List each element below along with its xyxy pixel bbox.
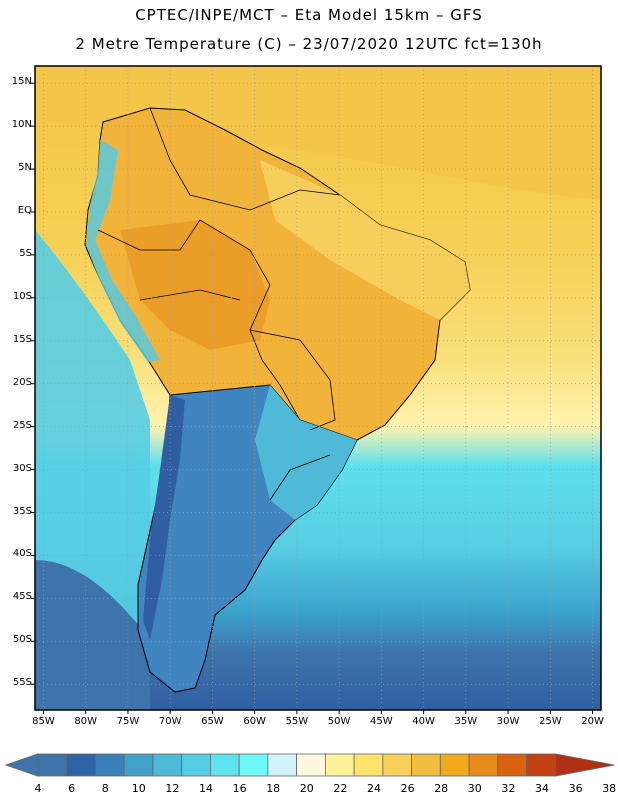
central-warm-zone [120,220,270,350]
pacific-cold-zone [35,560,150,710]
lon-label: 35W [454,716,478,727]
lon-label: 75W [116,716,140,727]
colorbar-label: 10 [131,782,146,795]
colorbar-label: 4 [34,782,42,795]
lon-label: 40W [412,716,435,727]
colorbar-label: 8 [101,782,109,795]
colorbar-swatch [152,753,183,777]
colorbar-swatch [181,753,211,777]
lon-label: 55W [285,716,309,727]
lon-label: 85W [32,716,55,727]
northeast-mild-zone [260,160,470,320]
lon-label: 80W [74,716,97,727]
lat-label: 50S [12,634,32,646]
lat-label: 5N [18,162,32,174]
colorbar-label: 32 [501,782,516,795]
colorbar-swatch [210,753,240,777]
colorbar-label: 36 [568,782,583,795]
colorbar-swatch [439,753,470,777]
colorbar-label: 28 [434,782,449,795]
lat-label: 45S [12,591,32,603]
lat-label: 55S [12,677,32,689]
colorbar [4,753,615,777]
colorbar-swatch [267,753,298,777]
map-frame [34,65,602,711]
title-line-1: CPTEC/INPE/MCT – Eta Model 15km – GFS [135,6,483,24]
lon-label: 65W [201,716,224,727]
colorbar-label: 30 [467,782,482,795]
colorbar-swatch [468,753,499,777]
colorbar-arrow-high [554,753,615,777]
lon-label: 25W [539,716,562,727]
colorbar-label: 14 [199,782,213,795]
colorbar-label: 24 [367,782,381,795]
colorbar-label: 26 [400,782,415,795]
lon-label: 45W [370,716,393,727]
caribbean-warm-zone [35,66,601,200]
lon-label: 70W [158,716,182,727]
colorbar-swatch [95,753,125,777]
temperature-map [31,65,602,714]
lon-label: 50W [327,716,351,727]
colorbar-label: 34 [535,782,549,795]
colorbar-label: 16 [232,782,247,795]
colorbar-swatch [497,753,527,777]
colorbar-swatch [353,753,384,777]
lon-label: 30W [496,716,520,727]
title-line-2: 2 Metre Temperature (C) – 23/07/2020 12U… [75,35,543,53]
colorbar-swatch [66,753,96,777]
graticule [35,66,601,710]
colorbar-label: 20 [299,782,314,795]
lat-label: 25S [12,419,32,431]
lat-label: 35S [12,505,32,517]
colorbar-label: 12 [165,782,180,795]
pampas-mild-zone [255,385,357,520]
lat-label: 5S [19,247,32,259]
colorbar-swatch [526,753,556,777]
andes-highlands [86,140,160,362]
colorbar-swatch [123,753,154,777]
lat-label: 15N [11,76,32,88]
country-borders [97,107,341,501]
lat-label: 20S [12,376,32,388]
colorbar-arrow-low [4,753,39,777]
lat-label: 40S [12,548,32,560]
andes-cold-strip [143,395,185,640]
lat-label: EQ [17,204,32,216]
colorbar-swatch [296,753,326,777]
colorbar-swatch [411,753,441,777]
lat-label: 15S [12,333,32,345]
lat-label: 30S [12,462,32,474]
lon-label: 20W [581,716,604,727]
colorbar-label: 18 [266,782,281,795]
colorbar-swatch [37,753,68,777]
colorbar-swatch [238,753,269,777]
colorbar-label: 38 [602,782,617,795]
colorbar-swatch [382,753,412,777]
lat-label: 10S [12,290,32,302]
colorbar-label: 22 [333,782,348,795]
colorbar-swatch [324,753,355,777]
colorbar-label: 6 [68,782,76,795]
lat-label: 10N [11,119,32,131]
lon-label: 60W [243,716,266,727]
